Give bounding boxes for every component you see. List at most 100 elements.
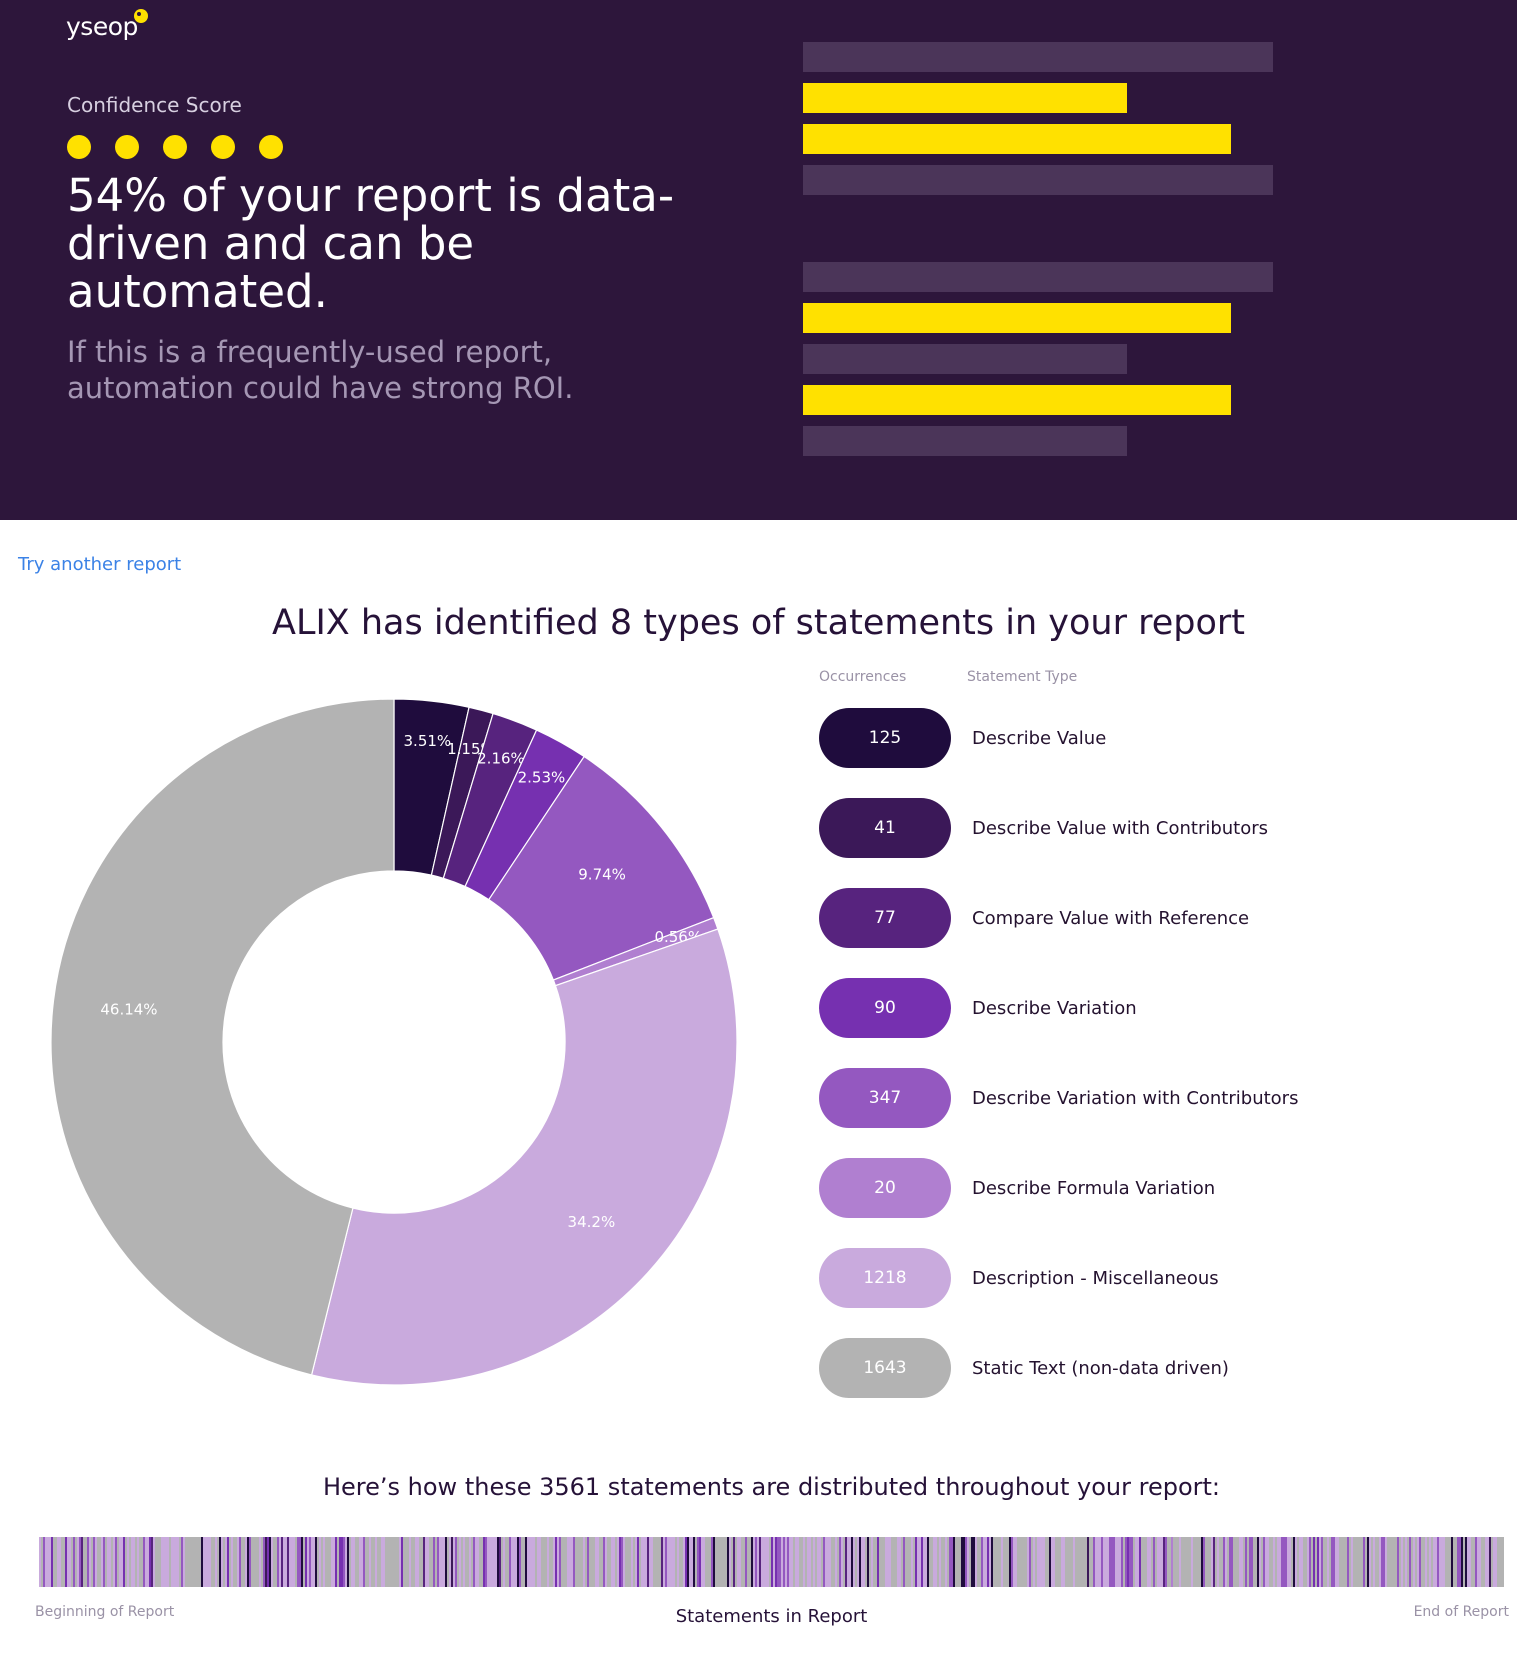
- statement-stripe: [663, 1537, 665, 1587]
- statement-stripe: [1217, 1537, 1219, 1587]
- statement-stripe: [781, 1537, 783, 1587]
- statement-stripe: [381, 1537, 383, 1587]
- legend-row[interactable]: 125 Describe Value: [819, 708, 1106, 768]
- statement-stripe: [459, 1537, 461, 1587]
- statement-stripe: [953, 1537, 955, 1587]
- statement-stripe: [493, 1537, 495, 1587]
- statement-stripe: [1277, 1537, 1279, 1587]
- legend-row[interactable]: 1218 Description - Miscellaneous: [819, 1248, 1219, 1308]
- hero-bar: [803, 124, 1231, 154]
- statement-stripe: [1385, 1537, 1387, 1587]
- statement-stripe: [399, 1537, 401, 1587]
- statement-stripe: [123, 1537, 125, 1587]
- confidence-dot: [67, 135, 91, 159]
- legend-row[interactable]: 41 Describe Value with Contributors: [819, 798, 1268, 858]
- statement-stripe: [219, 1537, 221, 1587]
- statement-stripe: [1029, 1537, 1031, 1587]
- statement-stripe: [1115, 1537, 1117, 1587]
- confidence-score-dots: [67, 135, 283, 159]
- statement-stripe: [1093, 1537, 1095, 1587]
- statement-stripe: [1409, 1537, 1411, 1587]
- statement-stripe: [727, 1537, 729, 1587]
- occurrence-count-pill: 1643: [819, 1338, 951, 1398]
- statement-stripe: [443, 1537, 445, 1587]
- statement-stripe: [1417, 1537, 1419, 1587]
- confidence-dot: [163, 135, 187, 159]
- statement-stripe: [1099, 1537, 1101, 1587]
- statement-type-label: Describe Variation: [972, 997, 1137, 1019]
- statement-stripe: [1139, 1537, 1141, 1587]
- statement-stripe: [557, 1537, 559, 1587]
- occurrence-count-pill: 1218: [819, 1248, 951, 1308]
- statement-stripe: [697, 1537, 699, 1587]
- statement-stripe: [547, 1537, 549, 1587]
- statement-stripe: [475, 1537, 477, 1587]
- statement-stripe: [771, 1537, 773, 1587]
- legend-row[interactable]: 90 Describe Variation: [819, 978, 1137, 1038]
- statement-stripe: [345, 1537, 347, 1587]
- statement-stripe: [1137, 1537, 1139, 1587]
- statement-stripe: [691, 1537, 693, 1587]
- statement-stripe: [409, 1537, 411, 1587]
- statement-stripe: [57, 1537, 59, 1587]
- statement-stripe: [835, 1537, 837, 1587]
- statement-stripe: [539, 1537, 541, 1587]
- statement-stripe: [147, 1537, 149, 1587]
- statement-stripe: [807, 1537, 809, 1587]
- statement-stripe: [765, 1537, 767, 1587]
- statement-stripe: [1127, 1537, 1129, 1587]
- statement-stripe: [647, 1537, 649, 1587]
- statement-stripe: [451, 1537, 453, 1587]
- statement-stripe: [201, 1537, 203, 1587]
- statement-stripe: [847, 1537, 849, 1587]
- statement-stripe: [1033, 1537, 1035, 1587]
- statement-stripe: [339, 1537, 341, 1587]
- statement-stripe: [1487, 1537, 1489, 1587]
- hero-bar: [803, 262, 1273, 292]
- slice-percent-label: 2.53%: [518, 768, 566, 786]
- statement-stripe: [871, 1537, 873, 1587]
- statement-stripe: [945, 1537, 947, 1587]
- statement-stripe: [1293, 1537, 1295, 1587]
- statement-stripe: [777, 1537, 779, 1587]
- statement-stripe: [49, 1537, 51, 1587]
- statement-stripe: [369, 1537, 371, 1587]
- statement-stripe: [215, 1537, 217, 1587]
- statement-stripe: [951, 1537, 953, 1587]
- legend-row[interactable]: 347 Describe Variation with Contributors: [819, 1068, 1298, 1128]
- statement-stripe: [333, 1537, 335, 1587]
- legend-row[interactable]: 77 Compare Value with Reference: [819, 888, 1249, 948]
- statement-stripe: [427, 1537, 429, 1587]
- statement-stripe: [971, 1537, 973, 1587]
- statement-stripe: [661, 1537, 663, 1587]
- hero-bar: [803, 42, 1273, 72]
- statement-stripe: [319, 1537, 321, 1587]
- statement-stripe: [1425, 1537, 1427, 1587]
- statement-stripe: [637, 1537, 639, 1587]
- statement-stripe: [289, 1537, 291, 1587]
- statement-stripe: [1283, 1537, 1285, 1587]
- statement-stripe: [767, 1537, 769, 1587]
- statement-stripe: [237, 1537, 239, 1587]
- statement-type-label: Describe Value with Contributors: [972, 817, 1269, 839]
- donut-slice[interactable]: [50, 698, 395, 1376]
- statement-stripe: [163, 1537, 165, 1587]
- occurrence-count-pill: 20: [819, 1158, 951, 1218]
- statement-stripe: [1317, 1537, 1319, 1587]
- statement-stripe: [65, 1537, 67, 1587]
- hero-bar: [803, 303, 1231, 333]
- donut-slice[interactable]: [310, 928, 738, 1386]
- legend-row[interactable]: 1643 Static Text (non-data driven): [819, 1338, 1229, 1398]
- statement-stripe: [445, 1537, 447, 1587]
- statement-stripe: [877, 1537, 879, 1587]
- legend-row[interactable]: 20 Describe Formula Variation: [819, 1158, 1215, 1218]
- statement-stripe: [925, 1537, 927, 1587]
- try-another-report-link[interactable]: Try another report: [18, 554, 182, 575]
- statement-stripe: [757, 1537, 759, 1587]
- statement-stripe: [335, 1537, 337, 1587]
- statement-stripe: [363, 1537, 365, 1587]
- statement-stripe: [473, 1537, 475, 1587]
- statement-stripe: [1465, 1537, 1467, 1587]
- statement-stripe: [347, 1537, 349, 1587]
- statement-stripe: [277, 1537, 279, 1587]
